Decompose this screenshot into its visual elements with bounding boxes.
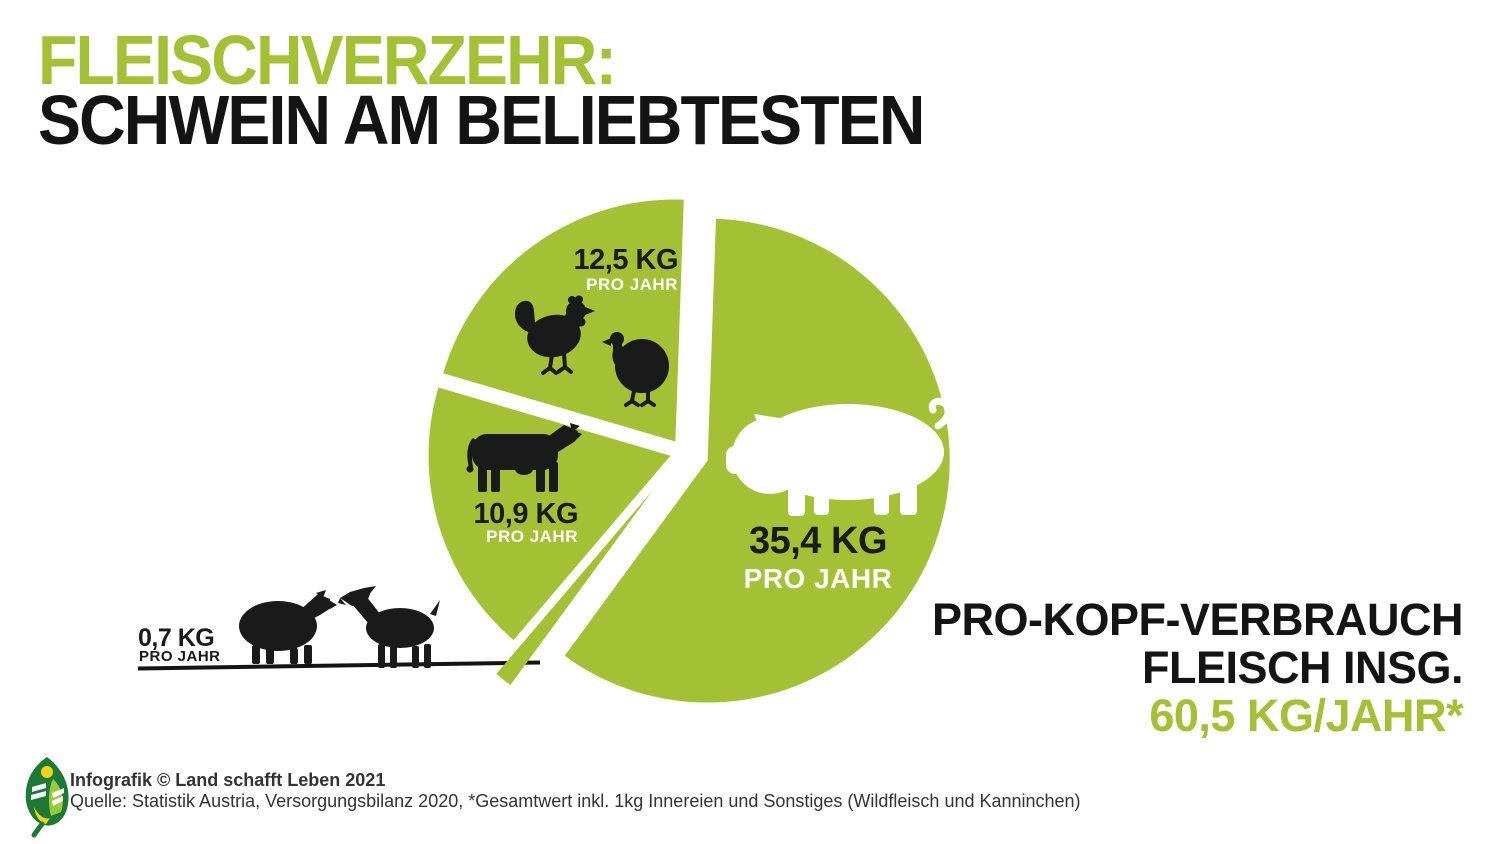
page-title-line1: FLEISCHVERZEHR: [38, 21, 617, 99]
total-value: 60,5 KG/JAHR* [1149, 690, 1463, 741]
leaf-logo [25, 757, 69, 838]
page-title-line2: SCHWEIN AM BELIEBTESTEN [38, 81, 925, 159]
chicken-icon [514, 295, 595, 375]
label-pig-value: 35,4 KG [749, 520, 887, 562]
label-pig-period: PRO JAHR [744, 563, 893, 594]
label-poultry-period: PRO JAHR [586, 275, 678, 294]
total-line1: PRO-KOPF-VERBRAUCH [932, 594, 1464, 645]
label-sheep-goat-period: PRO JAHR [139, 648, 221, 665]
pig-icon [726, 397, 952, 516]
label-cattle-period: PRO JAHR [486, 527, 578, 546]
goat-icon [338, 586, 440, 668]
total-consumption-block: PRO-KOPF-VERBRAUCH FLEISCH INSG. 60,5 KG… [932, 594, 1464, 741]
label-poultry-value: 12,5 KG [574, 244, 679, 276]
total-line2: FLEISCH INSG. [1141, 642, 1464, 693]
turkey-icon [602, 332, 669, 407]
label-sheep-goat-value: 0,7 KG [138, 624, 214, 652]
credit-line: Infografik © Land schafft Leben 2021 [70, 770, 386, 790]
ground-line [137, 660, 541, 671]
source-line: Quelle: Statistik Austria, Versorgungsbi… [70, 791, 1081, 811]
label-cattle-value: 10,9 KG [474, 498, 579, 530]
pie-slice-sheep-goat [496, 489, 654, 685]
cow-icon [466, 423, 582, 492]
sheep-icon [239, 590, 337, 664]
